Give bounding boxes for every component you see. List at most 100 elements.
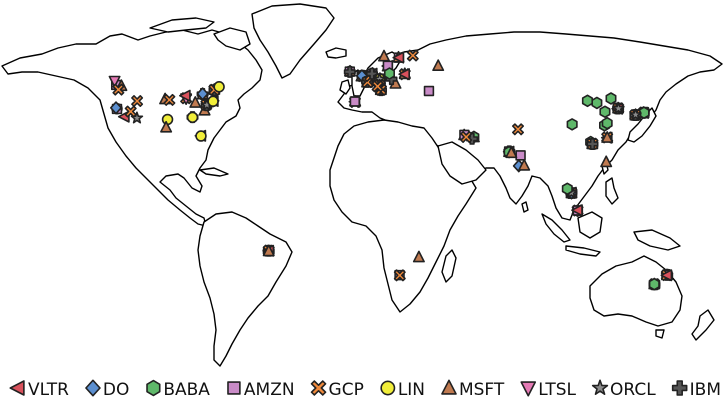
legend-label: MSFT	[459, 380, 505, 400]
marker-lin	[186, 111, 199, 124]
marker-baba	[561, 182, 573, 195]
marker-baba	[648, 277, 660, 291]
marker-baba	[591, 96, 603, 110]
legend-item-ibm: IBM	[671, 380, 721, 400]
marker-gcp	[393, 269, 406, 282]
legend-label: VLTR	[28, 380, 69, 400]
cuba-outline	[199, 167, 229, 177]
legend-symbol-gcp	[310, 380, 327, 396]
arctic-islands-outline	[149, 17, 215, 33]
marker-ltsl	[108, 75, 121, 88]
baffin-island-outline	[213, 27, 251, 51]
marker-baba	[599, 105, 611, 118]
legend-item-lin: LIN	[380, 380, 425, 400]
marker-msft	[600, 155, 613, 168]
marker-baba	[581, 94, 594, 108]
marker-msft	[601, 131, 614, 143]
marker-vltr	[571, 204, 583, 217]
marker-vltr	[179, 89, 191, 102]
marker-baba	[383, 67, 396, 80]
legend-label: AMZN	[244, 380, 295, 400]
marker-gcp	[460, 131, 473, 143]
legend: VLTR DO BABA AMZN GCP LIN MSFT LTSL ORCL IBM	[9, 379, 721, 400]
africa-outline	[329, 119, 477, 313]
sri-lanka-outline	[521, 201, 529, 213]
marker-lin	[195, 130, 207, 142]
legend-item-gcp: GCP	[310, 380, 364, 400]
marker-orcl	[130, 111, 144, 124]
new-zealand-outline	[691, 309, 715, 341]
marker-msft	[518, 158, 531, 171]
marker-baba	[601, 116, 613, 130]
north-america-outline	[1, 29, 263, 227]
marker-lin	[207, 95, 219, 108]
marker-msft	[432, 59, 445, 71]
legend-symbol-orcl	[591, 379, 609, 395]
marker-ibm	[343, 65, 356, 78]
marker-orcl	[612, 102, 625, 114]
legend-item-orcl: ORCL	[591, 379, 656, 400]
legend-symbol-baba	[146, 379, 161, 397]
marker-do	[110, 101, 122, 115]
legend-symbol-amzn	[227, 381, 241, 395]
marker-baba	[605, 92, 617, 105]
legend-item-amzn: AMZN	[227, 380, 295, 400]
marker-msft	[262, 244, 275, 257]
marker-do	[196, 87, 209, 101]
sumatra-outline	[541, 213, 571, 243]
datacenter-markers	[108, 49, 674, 291]
marker-amzn	[349, 96, 361, 107]
marker-baba	[566, 118, 578, 131]
legend-item-msft: MSFT	[441, 379, 505, 400]
tasmania-outline	[655, 329, 665, 339]
philippines-outline	[605, 177, 619, 205]
marker-ibm	[586, 138, 599, 150]
legend-label: IBM	[690, 380, 721, 400]
marker-orcl	[629, 108, 642, 121]
legend-symbol-ibm	[671, 380, 688, 396]
marker-vltr	[660, 269, 673, 282]
legend-item-ltsl: LTSL	[520, 380, 577, 400]
marker-msft	[160, 120, 173, 133]
legend-symbol-msft	[441, 379, 457, 395]
marker-gcp	[511, 123, 525, 136]
marker-gcp	[406, 49, 419, 62]
legend-label: LIN	[398, 380, 425, 400]
java-outline	[565, 245, 601, 257]
madagascar-outline	[441, 249, 457, 283]
legend-symbol-ltsl	[520, 381, 537, 397]
marker-lin	[213, 81, 225, 93]
marker-gcp	[163, 93, 176, 106]
legend-item-baba: BABA	[146, 379, 210, 400]
legend-label: DO	[103, 380, 129, 400]
marker-vltr	[392, 51, 405, 64]
greenland-outline	[251, 3, 335, 79]
south-america-outline	[197, 211, 293, 367]
legend-label: ORCL	[610, 380, 656, 400]
marker-gcp	[371, 80, 384, 93]
arabia-outline	[437, 141, 487, 185]
land-outlines	[1, 3, 723, 367]
marker-amzn	[423, 85, 435, 97]
marker-msft	[505, 146, 518, 159]
iceland-outline	[325, 47, 347, 59]
legend-symbol-do	[85, 379, 101, 397]
marker-amzn	[515, 150, 526, 161]
legend-label: LTSL	[538, 380, 576, 400]
marker-gcp	[131, 95, 144, 107]
australia-outline	[589, 255, 683, 327]
legend-label: BABA	[163, 380, 210, 400]
legend-symbol-vltr	[9, 380, 25, 396]
marker-vltr	[398, 68, 411, 81]
marker-msft	[412, 250, 425, 263]
legend-symbol-lin	[380, 380, 396, 396]
borneo-outline	[577, 211, 603, 239]
legend-label: GCP	[329, 380, 364, 400]
ireland-outline	[339, 79, 351, 95]
new-guinea-outline	[633, 229, 681, 251]
legend-item-vltr: VLTR	[9, 380, 69, 400]
marker-msft	[189, 96, 202, 108]
legend-item-do: DO	[85, 379, 129, 400]
marker-gcp	[112, 83, 125, 96]
